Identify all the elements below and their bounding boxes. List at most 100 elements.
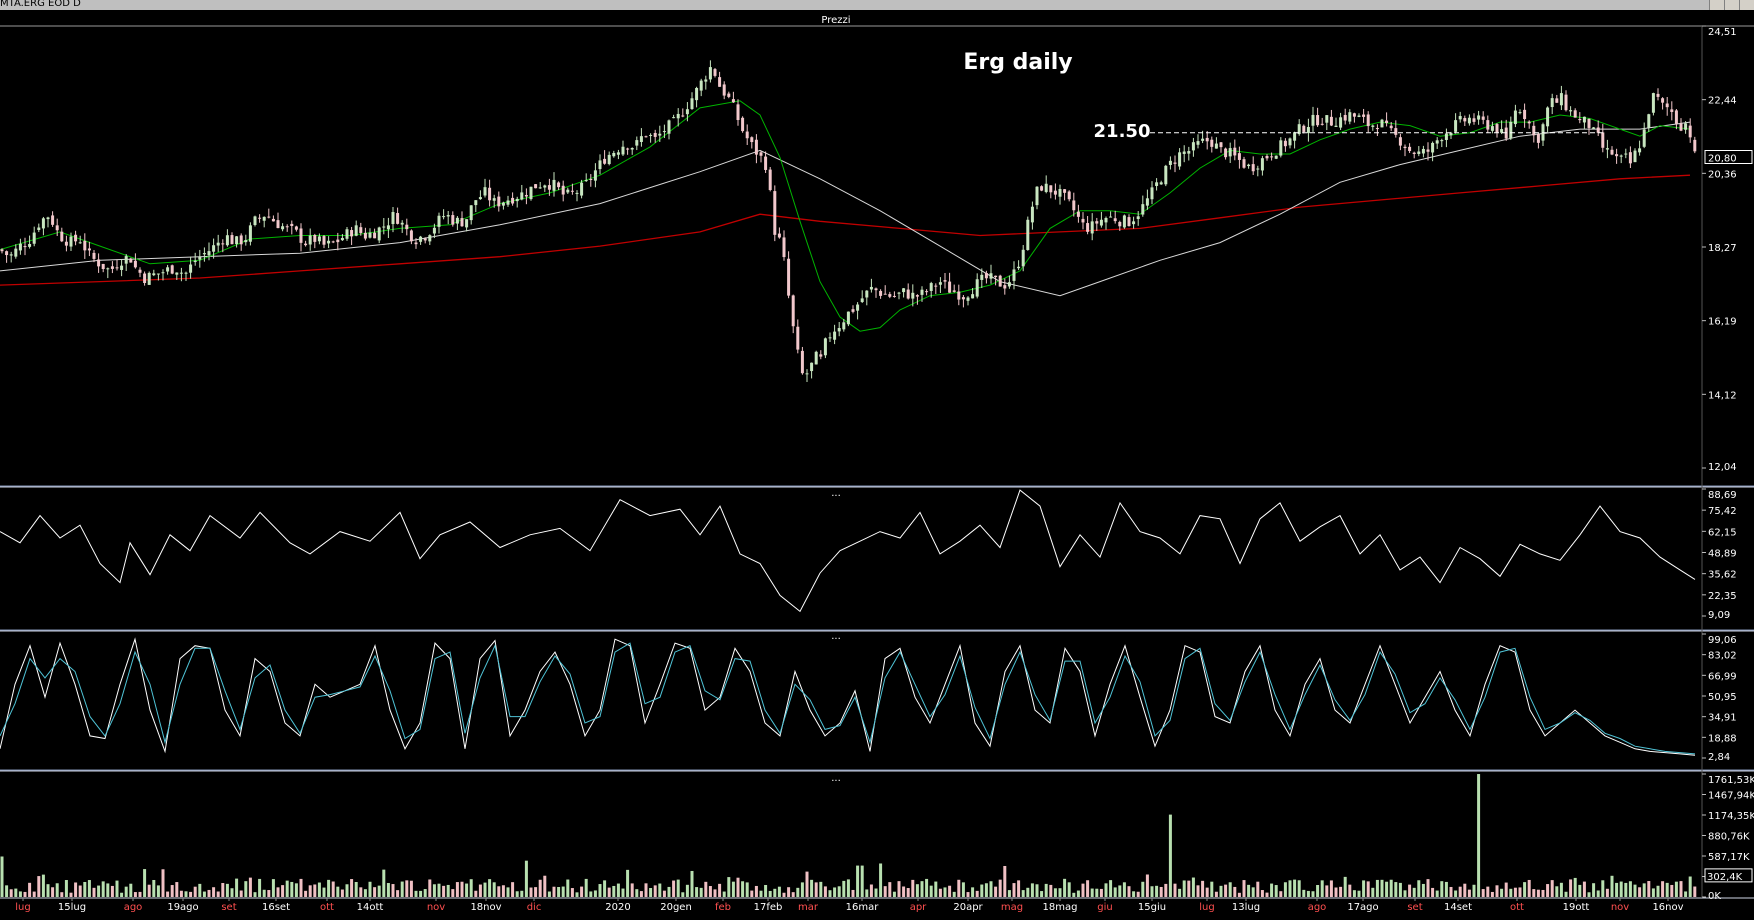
candle-body bbox=[984, 272, 988, 279]
volume-bar bbox=[1638, 887, 1642, 897]
volume-bar bbox=[189, 891, 193, 897]
candle-body bbox=[699, 80, 703, 91]
volume-bar bbox=[584, 878, 588, 897]
candle-body bbox=[1288, 138, 1292, 146]
volume-bar bbox=[1007, 890, 1011, 897]
candle-body bbox=[561, 185, 565, 195]
volume-bar bbox=[920, 881, 924, 897]
candle-body bbox=[1472, 118, 1476, 122]
candle-body bbox=[1559, 93, 1563, 106]
volume-bar bbox=[902, 886, 906, 897]
volume-bar bbox=[1288, 880, 1292, 897]
last-price-label: 20,80 bbox=[1708, 154, 1737, 165]
candle-body bbox=[1311, 114, 1315, 126]
volume-bar bbox=[704, 881, 708, 897]
volume-bar bbox=[1003, 865, 1007, 897]
volume-bar bbox=[1513, 887, 1517, 897]
volume-bar bbox=[865, 889, 869, 897]
candle-body bbox=[851, 309, 855, 312]
minimize-button[interactable] bbox=[1709, 0, 1724, 10]
volume-bar bbox=[773, 888, 777, 897]
volume-bar bbox=[41, 874, 45, 897]
volume-bar bbox=[133, 892, 137, 897]
candle-body bbox=[639, 136, 643, 142]
volume-bar bbox=[465, 883, 469, 897]
x-month-label: mar bbox=[798, 902, 819, 913]
volume-bar bbox=[1412, 887, 1416, 897]
maximize-button[interactable] bbox=[1724, 0, 1739, 10]
x-date-label: 14set bbox=[1444, 902, 1472, 913]
candle-body bbox=[718, 77, 722, 87]
candle-body bbox=[534, 184, 538, 189]
candle-body bbox=[1063, 189, 1067, 193]
volume-bar bbox=[1049, 884, 1053, 897]
volume-bar bbox=[644, 883, 648, 897]
volume-bar bbox=[271, 879, 275, 897]
candle-body bbox=[989, 273, 993, 279]
stoch-d-line bbox=[0, 642, 1696, 755]
volume-bar bbox=[975, 890, 979, 897]
candle-body bbox=[377, 227, 381, 241]
volume-bar bbox=[676, 879, 680, 897]
close-button[interactable] bbox=[1739, 0, 1754, 10]
candle-body bbox=[1265, 155, 1269, 159]
candle-body bbox=[1242, 159, 1246, 168]
volume-bar bbox=[156, 885, 160, 897]
price-pane[interactable]: 24,51 22,44 20,36 18,27 16,19 14,12 12,04 20,80 bbox=[0, 25, 1753, 473]
candle-body bbox=[971, 294, 975, 299]
candle-body bbox=[1325, 115, 1329, 123]
volume-bar bbox=[764, 884, 768, 897]
x-date-label: 17feb bbox=[754, 902, 783, 913]
candle-body bbox=[97, 259, 101, 267]
rsi-pane[interactable]: 88,69 75,42 62,15 48,89 35,62 22,35 9,09 bbox=[0, 488, 1737, 621]
volume-bar bbox=[483, 882, 487, 897]
candle-body bbox=[1164, 165, 1168, 185]
candle-body bbox=[1449, 132, 1453, 136]
y-tick-label: 18,27 bbox=[1708, 243, 1737, 254]
candle-body bbox=[695, 87, 699, 101]
volume-bar bbox=[750, 890, 754, 897]
x-date-label: 15lug bbox=[58, 902, 86, 913]
volume-bar bbox=[635, 889, 639, 897]
chart-canvas[interactable]: ......... 24,51 22,44 20,36 18,27 16,19 14,12… bbox=[0, 10, 1754, 920]
volume-bar bbox=[239, 890, 243, 897]
candle-body bbox=[115, 267, 119, 269]
volume-bar bbox=[685, 884, 689, 897]
candle-body bbox=[156, 273, 160, 275]
rsi-line bbox=[0, 489, 1696, 613]
volume-bar bbox=[727, 877, 731, 897]
candle-body bbox=[759, 152, 763, 156]
candle-body bbox=[635, 140, 639, 146]
candle-body bbox=[474, 200, 478, 206]
volume-bar bbox=[437, 883, 441, 897]
candle-body bbox=[1518, 112, 1522, 114]
volume-bar bbox=[1403, 890, 1407, 897]
candle-body bbox=[1477, 115, 1481, 120]
x-date-label: 20gen bbox=[660, 902, 692, 913]
candle-body bbox=[9, 254, 13, 256]
stochastic-pane[interactable]: 99,06 83,02 66,99 50,95 34,91 18,88 2,84 bbox=[0, 633, 1737, 763]
volume-bar bbox=[101, 881, 105, 897]
candle-body bbox=[736, 104, 740, 121]
volume-bar bbox=[216, 891, 220, 897]
candle-body bbox=[1076, 211, 1080, 217]
volume-bar bbox=[488, 879, 492, 897]
volume-bar bbox=[1017, 880, 1021, 897]
volume-bar bbox=[0, 856, 4, 897]
volume-bar bbox=[1141, 881, 1145, 897]
volume-bar bbox=[626, 869, 630, 897]
volume-bar bbox=[1081, 883, 1085, 897]
volume-bar bbox=[1256, 881, 1260, 897]
volume-pane[interactable]: 1761,53K 1467,94K 1174,35K 880,76K 587,17K 30… bbox=[0, 773, 1754, 902]
candle-body bbox=[83, 240, 87, 251]
volume-bar bbox=[543, 875, 547, 897]
y-tick-label: 83,02 bbox=[1708, 651, 1737, 662]
volume-bar bbox=[161, 869, 165, 897]
volume-bar bbox=[1559, 882, 1563, 897]
candle-body bbox=[1352, 113, 1356, 117]
volume-bar bbox=[1421, 883, 1425, 897]
volume-bar bbox=[327, 879, 331, 897]
candle-body bbox=[331, 241, 335, 243]
candle-body bbox=[1380, 119, 1384, 128]
candle-body bbox=[212, 245, 216, 252]
